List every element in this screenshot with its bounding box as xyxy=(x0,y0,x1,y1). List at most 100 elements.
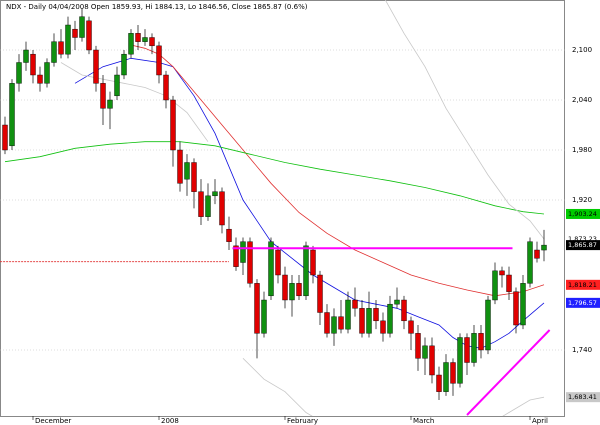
candle-body xyxy=(233,245,239,267)
candle-body xyxy=(415,333,421,359)
chart-title: NDX - Daily 04/04/2008 Open 1859.93, Hi … xyxy=(6,3,308,11)
candle-body xyxy=(79,16,85,38)
price-label: 1,818.21 xyxy=(568,281,597,289)
candle-body xyxy=(541,244,547,251)
candle-body xyxy=(212,191,218,197)
price-label-box xyxy=(566,240,600,251)
x-tick-label: February xyxy=(287,417,318,425)
candle-body xyxy=(534,249,540,259)
candle-body xyxy=(163,74,169,101)
candle-body xyxy=(331,316,337,334)
candle-body xyxy=(44,62,50,84)
x-tick-label: 2008 xyxy=(161,417,179,425)
candle-body xyxy=(289,283,295,301)
candle-body xyxy=(478,333,484,351)
candle-body xyxy=(527,241,533,284)
candle-body xyxy=(135,33,141,42)
candle-body xyxy=(72,28,78,38)
candle-body xyxy=(436,374,442,392)
candle-body xyxy=(37,74,43,84)
price-label: 1,865.87 xyxy=(568,241,597,249)
candle-body xyxy=(9,83,15,147)
candle-body xyxy=(128,33,134,55)
candle-body xyxy=(121,53,127,76)
candle-body xyxy=(506,274,512,292)
candle-body xyxy=(429,345,435,376)
price-label-box xyxy=(566,208,600,219)
candle-body xyxy=(387,303,393,334)
reference-line xyxy=(466,329,551,416)
moving-average xyxy=(242,358,545,416)
candle-body xyxy=(205,195,211,217)
candle-body xyxy=(86,20,92,51)
x-tick-label: April xyxy=(532,417,548,425)
candle-body xyxy=(142,37,148,42)
moving-average xyxy=(130,44,545,297)
candle-body xyxy=(401,299,407,322)
candle-body xyxy=(184,162,190,180)
candle-body xyxy=(65,24,71,55)
candle-body xyxy=(464,337,470,363)
candle-body xyxy=(443,362,449,392)
candle-body xyxy=(177,149,183,184)
candle-body xyxy=(324,312,330,334)
price-label-box xyxy=(566,279,600,290)
y-tick-label: 2,040 xyxy=(572,96,592,104)
price-label: 1,796.57 xyxy=(568,299,597,307)
candle-body xyxy=(149,37,155,47)
y-tick-label: 1,740 xyxy=(572,346,592,354)
candle-body xyxy=(408,320,414,334)
candle-body xyxy=(513,291,519,326)
candle-body xyxy=(268,241,274,297)
y-tick-label: 2,100 xyxy=(572,46,592,54)
candle-body xyxy=(107,99,113,109)
candle-body xyxy=(93,49,99,84)
candle-body xyxy=(254,283,260,334)
grid xyxy=(0,49,565,351)
candle-body xyxy=(352,299,358,309)
candle-body xyxy=(310,249,316,276)
x-tick-label: December xyxy=(35,417,71,425)
price-label-box xyxy=(566,233,600,244)
candle-body xyxy=(170,99,176,151)
candle-body xyxy=(345,299,351,330)
candle-body xyxy=(282,274,288,301)
candle-body xyxy=(100,83,106,109)
moving-average xyxy=(384,0,545,240)
candle-body xyxy=(457,337,463,384)
candle-body xyxy=(198,191,204,217)
y-tick-label: 1,980 xyxy=(572,146,592,154)
candle-body xyxy=(359,308,365,334)
candle-body xyxy=(156,45,162,76)
plot xyxy=(0,0,551,416)
candle-body xyxy=(520,283,526,326)
candle-body xyxy=(219,191,225,226)
candle-body xyxy=(2,124,8,151)
candle-body xyxy=(317,274,323,313)
y-tick-label: 1,920 xyxy=(572,196,592,204)
candle-body xyxy=(247,241,253,284)
candle-body xyxy=(303,245,309,297)
candle-body xyxy=(296,283,302,297)
axis: 1,740 1,920 1,980 2,040 2,100 December 2008 Feb… xyxy=(32,46,600,425)
candle-body xyxy=(422,345,428,359)
candle-body xyxy=(394,299,400,305)
plot-frame xyxy=(0,0,565,417)
candle-body xyxy=(226,228,232,242)
price-label: 1,873.23 xyxy=(568,235,597,243)
candle-body xyxy=(261,299,267,334)
candle-body xyxy=(16,62,22,84)
candle-body xyxy=(499,270,505,276)
candle-body xyxy=(471,333,477,363)
price-label-box xyxy=(566,297,600,308)
candle-body xyxy=(114,74,120,97)
candle-body xyxy=(275,249,281,276)
candle-body xyxy=(485,299,491,351)
price-label-box xyxy=(566,392,600,403)
candle-body xyxy=(51,41,57,63)
price-label: 1,903.24 xyxy=(568,210,597,218)
candle-body xyxy=(30,53,36,76)
moving-average xyxy=(60,62,209,142)
candle-body xyxy=(191,162,197,192)
